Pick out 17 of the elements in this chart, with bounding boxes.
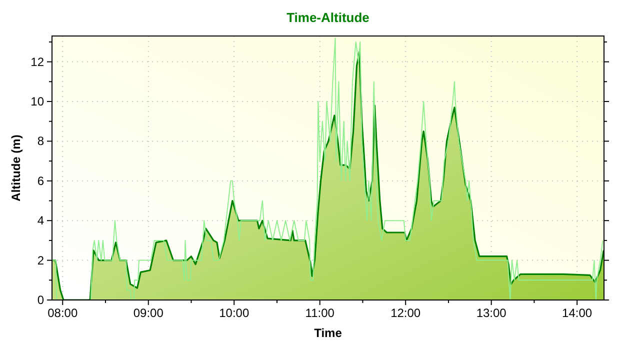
y-axis-title: Altitude (m) [9,134,23,202]
y-tick-label: 6 [37,174,44,188]
y-tick-label: 10 [30,94,44,109]
x-axis-title: Time [314,326,342,340]
x-tick-label: 09:00 [133,306,164,320]
x-tick-label: 08:00 [48,306,78,320]
x-tick-label: 14:00 [562,306,592,320]
x-tick-label: 13:00 [476,306,507,320]
y-tick-label: 2 [37,253,44,268]
y-tick-label: 4 [37,214,44,228]
chart-title: Time-Altitude [286,10,370,25]
y-tick-label: 0 [37,293,44,307]
y-tick-label: 12 [30,54,44,69]
x-tick-label: 10:00 [219,306,250,320]
x-tick-label: 12:00 [390,306,421,320]
x-tick-label: 11:00 [305,306,335,320]
y-tick-label: 8 [37,134,44,148]
